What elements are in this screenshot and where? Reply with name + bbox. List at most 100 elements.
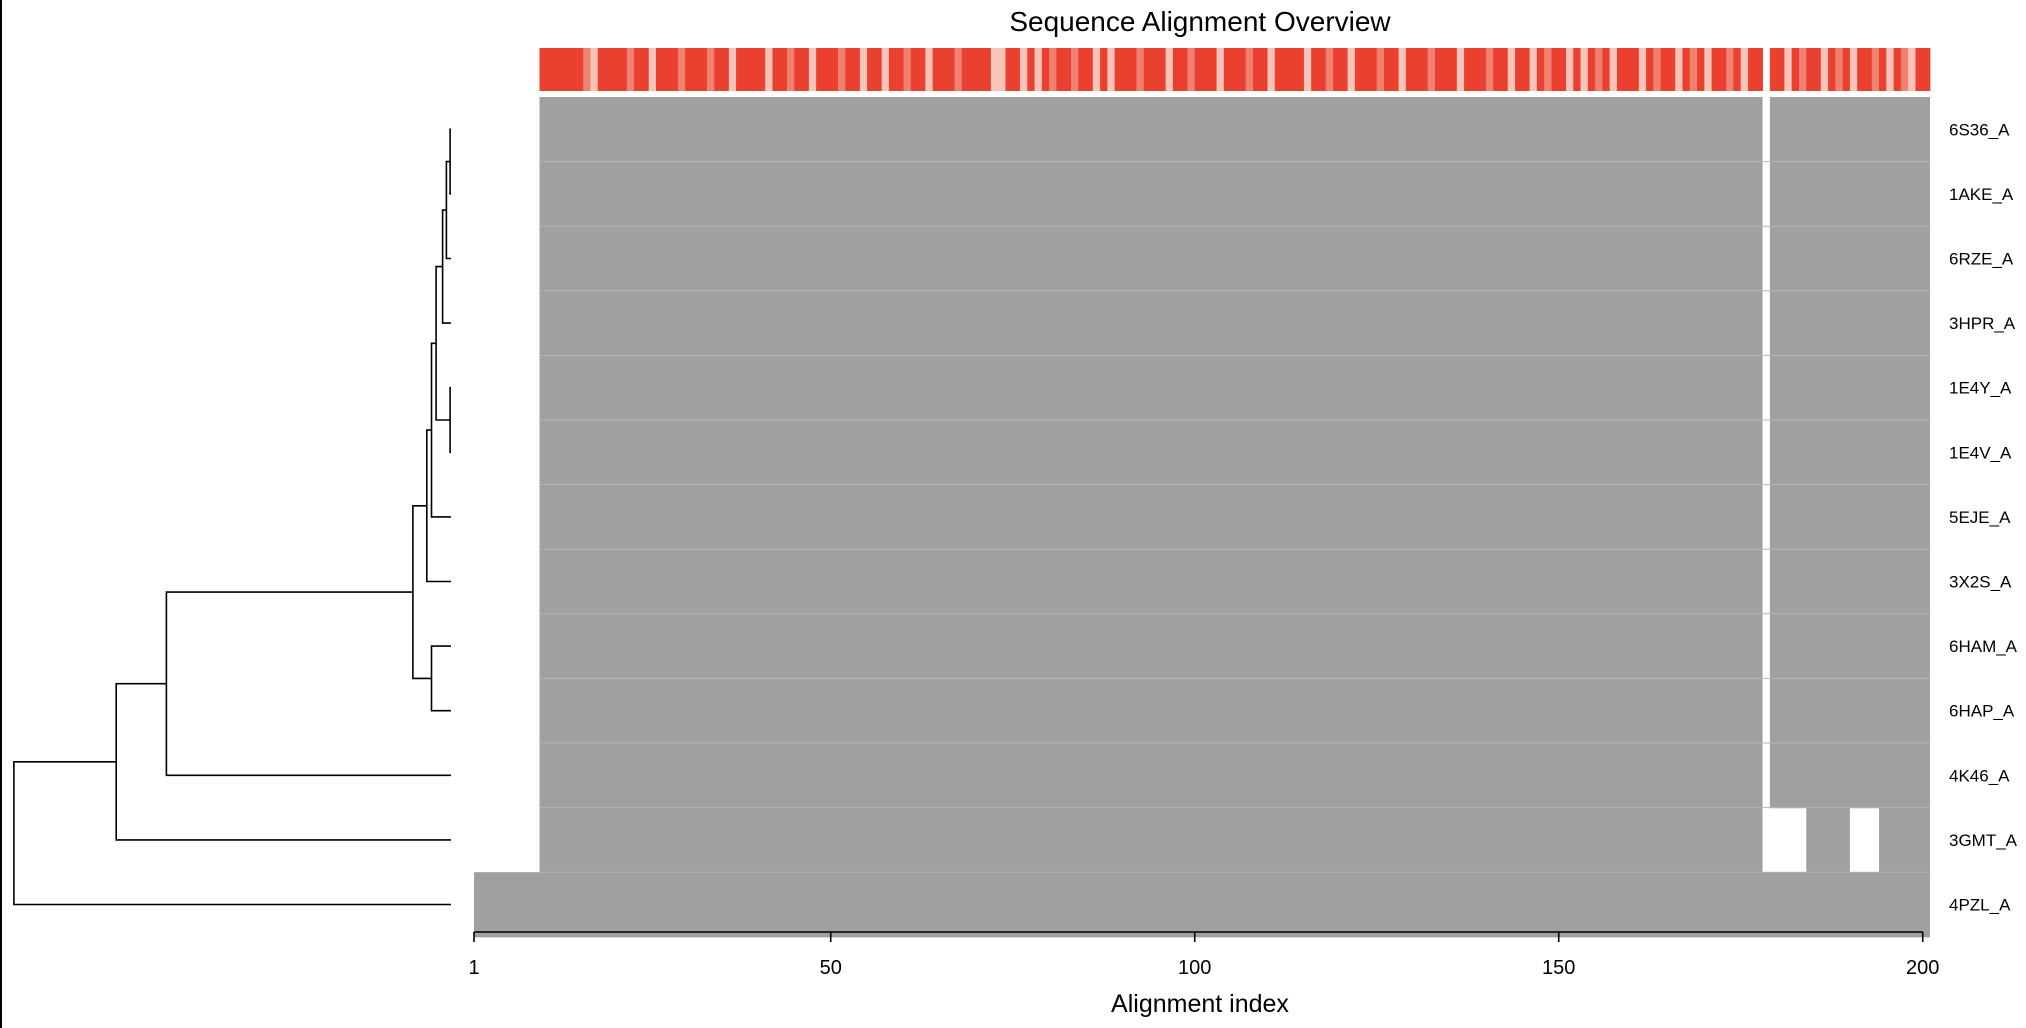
conservation-cell — [1609, 48, 1618, 91]
conservation-cell — [626, 48, 635, 91]
conservation-cell — [1384, 48, 1392, 91]
sequence-label: 1E4Y_A — [1949, 379, 2012, 398]
conservation-cell — [1202, 48, 1210, 91]
conservation-cell — [794, 48, 802, 91]
conservation-cell — [1733, 48, 1742, 91]
conservation-cell — [1362, 48, 1370, 91]
conservation-cell — [1136, 48, 1145, 91]
conservation-cell — [990, 48, 999, 91]
conservation-cell — [1303, 48, 1312, 91]
conservation-cell — [1434, 48, 1443, 91]
conservation-cell — [830, 48, 839, 91]
conservation-cell — [1522, 48, 1530, 91]
conservation-cell — [1813, 48, 1822, 91]
sequence-label: 6HAM_A — [1949, 637, 2018, 656]
conservation-cell — [1456, 48, 1465, 91]
sequence-label: 6S36_A — [1949, 120, 2010, 139]
conservation-cell — [575, 48, 584, 91]
conservation-cell — [1187, 48, 1196, 91]
conservation-cell — [1449, 48, 1458, 91]
conservation-cell — [1376, 48, 1385, 91]
conservation-cell — [1420, 48, 1429, 91]
alignment-segment — [1769, 678, 1930, 744]
conservation-cell — [1041, 48, 1050, 91]
conservation-cell — [859, 48, 868, 91]
conservation-cell — [1274, 48, 1283, 91]
conservation-cell — [765, 48, 773, 91]
conservation-cell — [1755, 48, 1763, 91]
conservation-cell — [692, 48, 701, 91]
conservation-cell — [1900, 48, 1909, 91]
conservation-cell — [1413, 48, 1421, 91]
conservation-cell — [976, 48, 984, 91]
dendrogram-branch — [430, 645, 451, 712]
conservation-cell — [1726, 48, 1734, 91]
row-labels: 6S36_A 1AKE_A 6RZE_A 3HPR_A 1E4Y_A 1E4V_A 5EJE… — [1949, 120, 2018, 914]
conservation-cell — [699, 48, 708, 91]
alignment-segment — [1879, 807, 1930, 873]
conservation-cell — [1536, 48, 1545, 91]
conservation-cell — [1886, 48, 1894, 91]
conservation-cell — [1471, 48, 1480, 91]
alignment-segment — [539, 290, 1763, 356]
conservation-cell — [1165, 48, 1174, 91]
conservation-cell — [554, 48, 562, 91]
alignment-segment — [1769, 355, 1930, 421]
x-tick-label: 50 — [820, 957, 842, 979]
alignment-segment — [539, 807, 1763, 873]
conservation-cell — [903, 48, 912, 91]
conservation-cell — [823, 48, 832, 91]
conservation-cell — [1129, 48, 1137, 91]
conservation-cell — [881, 48, 890, 91]
sequence-label: 6HAP_A — [1949, 702, 2015, 721]
conservation-cell — [1485, 48, 1494, 91]
conservation-cell — [888, 48, 897, 91]
conservation-cell — [1238, 48, 1247, 91]
x-tick-label: 200 — [1906, 957, 1939, 979]
conservation-cell — [1704, 48, 1712, 91]
conservation-cell — [1784, 48, 1793, 91]
conservation-cell — [757, 48, 766, 91]
conservation-cell — [1820, 48, 1829, 91]
conservation-cell — [1624, 48, 1632, 91]
dendrogram-branch — [426, 429, 451, 583]
conservation-cell — [1595, 48, 1603, 91]
conservation-cell — [1143, 48, 1152, 91]
conservation-cell — [910, 48, 919, 91]
conservation-cell — [969, 48, 977, 91]
conservation-cell — [852, 48, 861, 91]
conservation-cell — [685, 48, 693, 91]
conservation-cell — [750, 48, 759, 91]
conservation-cell — [1500, 48, 1509, 91]
conservation-cell — [583, 48, 591, 91]
conservation-cell — [1667, 48, 1676, 91]
conservation-cell — [1391, 48, 1399, 91]
conservation-cell — [1835, 48, 1844, 91]
conservation-cell — [706, 48, 715, 91]
sequence-label: 1E4V_A — [1949, 443, 2012, 462]
conservation-cell — [1216, 48, 1225, 91]
conservation-cell — [1711, 48, 1720, 91]
conservation-cell — [714, 48, 722, 91]
conservation-cell — [743, 48, 752, 91]
x-tick-label: 100 — [1178, 957, 1211, 979]
alignment-segment — [1769, 161, 1930, 227]
conservation-cell — [1092, 48, 1101, 91]
conservation-cell — [1078, 48, 1086, 91]
conservation-cell — [1289, 48, 1298, 91]
conservation-cell — [1573, 48, 1581, 91]
alignment-segment — [1769, 484, 1930, 550]
alignment-segment — [1769, 97, 1930, 163]
conservation-cell — [1194, 48, 1203, 91]
conservation-cell — [845, 48, 853, 91]
sequence-label: 4K46_A — [1949, 766, 2010, 785]
conservation-cell — [1718, 48, 1727, 91]
dendrogram — [13, 128, 451, 906]
alignment-segment — [539, 97, 1763, 163]
conservation-cell — [663, 48, 671, 91]
conservation-cell — [1369, 48, 1378, 91]
conservation-cell — [1922, 48, 1931, 91]
conservation-cell — [918, 48, 926, 91]
conservation-cell — [1631, 48, 1640, 91]
conservation-cell — [1697, 48, 1705, 91]
